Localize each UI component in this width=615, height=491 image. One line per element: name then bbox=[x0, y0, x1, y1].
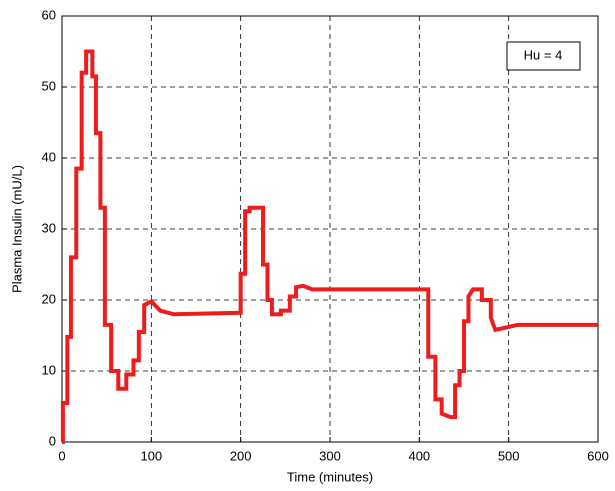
y-tick-label: 40 bbox=[42, 149, 56, 164]
x-tick-label: 100 bbox=[140, 448, 162, 463]
x-tick-label: 500 bbox=[498, 448, 520, 463]
y-tick-label: 60 bbox=[42, 7, 56, 22]
y-axis-label: Plasma Insulin (mU/L) bbox=[9, 165, 24, 293]
x-tick-label: 600 bbox=[587, 448, 609, 463]
y-tick-label: 30 bbox=[42, 220, 56, 235]
annotation: Hu = 4 bbox=[524, 47, 563, 62]
y-tick-label: 50 bbox=[42, 78, 56, 93]
x-tick-label: 400 bbox=[408, 448, 430, 463]
y-tick-label: 10 bbox=[42, 362, 56, 377]
x-axis-label: Time (minutes) bbox=[287, 469, 373, 484]
x-tick-label: 300 bbox=[319, 448, 341, 463]
annotation-box bbox=[506, 41, 581, 71]
y-tick-label: 0 bbox=[49, 433, 56, 448]
x-tick-label: 200 bbox=[230, 448, 252, 463]
y-tick-label: 20 bbox=[42, 291, 56, 306]
x-tick-label: 0 bbox=[58, 448, 65, 463]
data-line bbox=[60, 49, 598, 444]
